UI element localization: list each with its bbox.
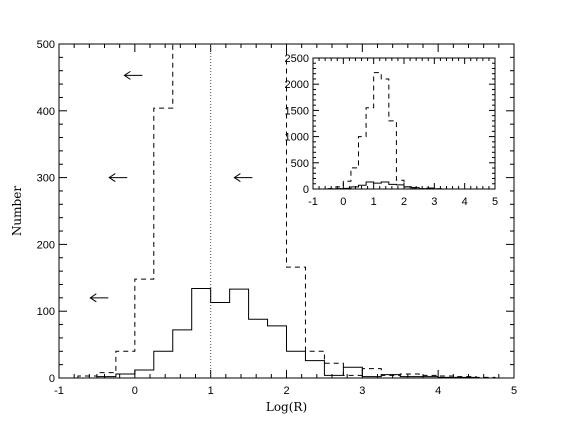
inset-x-tick-label: 1 [371,196,377,208]
y-axis-title: Number [10,186,24,236]
main-x-tick-label: -1 [54,385,64,397]
inset-y-tick-label: 0 [303,184,309,196]
inset-x-tick-label: -1 [308,196,318,208]
main-x-tick-label: 0 [132,385,138,397]
main-series-dashed [77,44,496,378]
inset-x-tick-label: 3 [431,196,437,208]
inset-y-tick-label: 1500 [285,105,309,117]
left-arrow-annotation [123,70,143,80]
x-axis-title: Log(R) [266,400,307,414]
main-x-tick-label: 3 [359,385,365,397]
left-arrow-annotation [89,293,109,303]
main-y-tick-label: 300 [37,173,55,185]
main-x-tick-label: 5 [511,385,517,397]
main-x-tick-label: 4 [435,385,441,397]
left-arrow-annotation [108,173,128,183]
inset-y-tick-label: 1000 [285,132,309,144]
left-arrow-annotation [233,173,253,183]
inset-y-tick-label: 2000 [285,79,309,91]
inset-x-tick-label: 4 [462,196,468,208]
inset-series-dashed [327,72,443,189]
main-y-tick-label: 0 [49,373,55,385]
main-series-solid [77,287,496,378]
main-x-tick-label: 2 [283,385,289,397]
main-y-tick-label: 400 [37,106,55,118]
main-y-tick-label: 200 [37,239,55,251]
inset-x-tick-label: 5 [492,196,498,208]
inset-frame [312,57,496,190]
inset-y-tick-label: 2500 [285,53,309,65]
inset-x-tick-label: 2 [401,196,407,208]
inset-series-solid [327,181,443,189]
main-y-tick-label: 100 [37,306,55,318]
main-y-tick-label: 500 [37,39,55,51]
inset-y-tick-label: 500 [291,158,309,170]
main-x-tick-label: 1 [208,385,214,397]
inset-x-tick-label: 0 [340,196,346,208]
